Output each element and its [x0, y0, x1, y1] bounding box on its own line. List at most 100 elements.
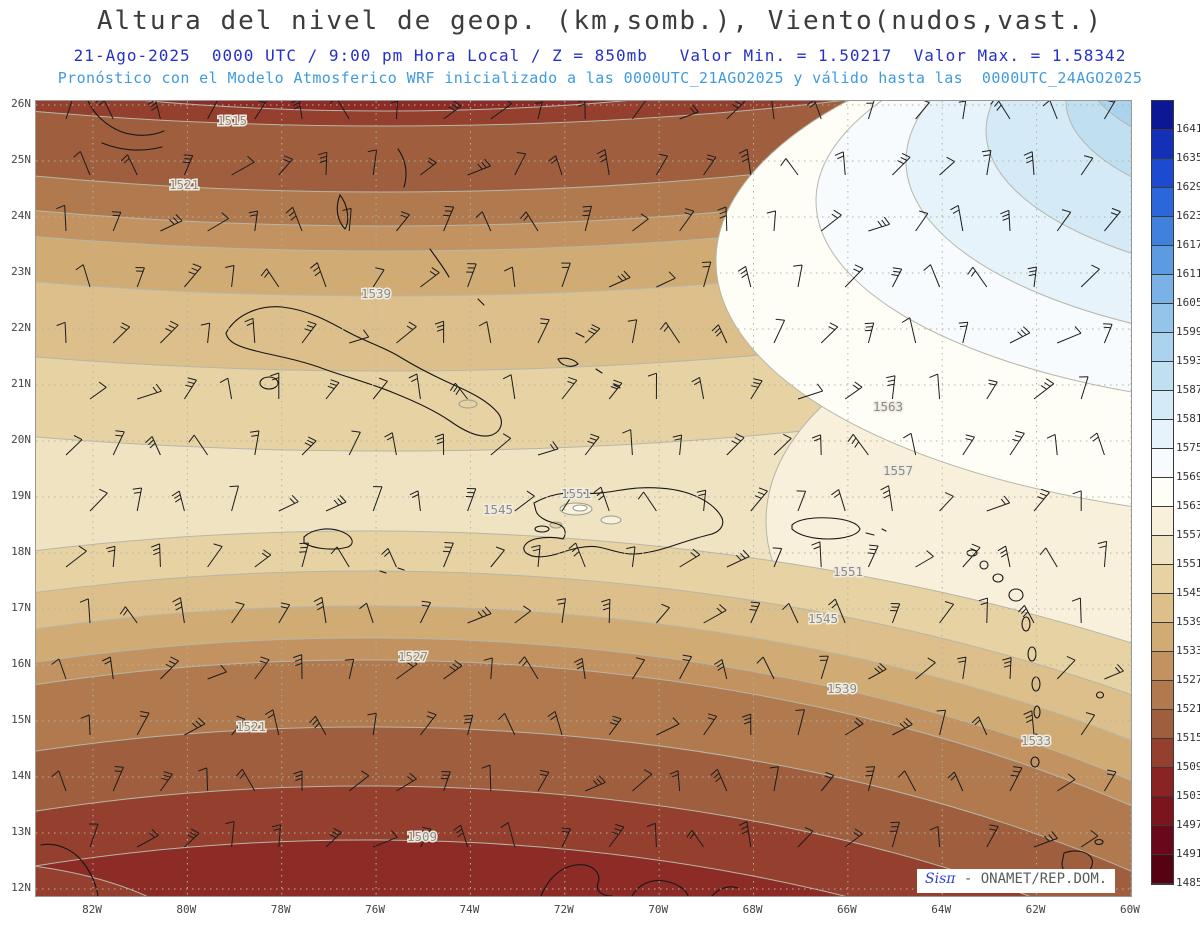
lon-tick-label: 70W [648, 903, 669, 916]
central-america-coastline [40, 843, 99, 897]
lon-tick-label: 62W [1025, 903, 1046, 916]
colorbar-cell-1557 [1152, 507, 1173, 536]
lat-tick-label: 12N [11, 881, 31, 894]
colorbar-label: 1635 [1176, 151, 1200, 164]
gonave-island [534, 525, 550, 533]
colorbar-label: 1497 [1176, 818, 1200, 831]
colorbar-cell-1629 [1152, 159, 1173, 188]
colorbar-cell-1491 [1152, 826, 1173, 855]
colorbar-cell-1575 [1152, 420, 1173, 449]
lat-tick-label: 26N [11, 97, 31, 110]
lon-tick-label: 72W [553, 903, 574, 916]
lat-tick-label: 20N [11, 433, 31, 446]
bahamas-coastline [336, 148, 621, 389]
colorbar-label: 1593 [1176, 354, 1200, 367]
lon-tick-label: 80W [176, 903, 197, 916]
subtitle-validtime: 21-Ago-2025 0000 UTC / 9:00 pm Hora Loca… [73, 46, 1127, 65]
lon-tick-label: 60W [1120, 903, 1140, 916]
colorbar-cell-1581 [1152, 391, 1173, 420]
colorbar-label: 1599 [1176, 325, 1200, 338]
colorbar-cell-1503 [1152, 768, 1173, 797]
subtitle-model-info: Pronóstico con el Modelo Atmosferico WRF… [57, 69, 1143, 87]
florida-coastline [87, 100, 165, 151]
colorbar-cell-1605 [1152, 275, 1173, 304]
colorbar-cell-1509 [1152, 739, 1173, 768]
lat-tick-label: 17N [11, 601, 31, 614]
colorbar-cell-1539 [1152, 594, 1173, 623]
colorbar-label: 1617 [1176, 238, 1200, 251]
watermark-brand: Sisπ [925, 871, 956, 887]
colorbar-label: 1623 [1176, 209, 1200, 222]
lat-tick-label: 19N [11, 489, 31, 502]
contour-label: 1551 [833, 564, 863, 579]
lat-tick-label: 15N [11, 713, 31, 726]
contour-label: 1533 [1021, 733, 1051, 748]
hispaniola-coastline [523, 487, 724, 558]
colorbar-cell-1635 [1152, 130, 1173, 159]
watermark: Sisπ - ONAMET/REP.DOM. [917, 869, 1116, 893]
lon-tick-label: 64W [931, 903, 952, 916]
colorbar-cell-1641 [1152, 101, 1173, 130]
colorbar-label: 1485 [1176, 876, 1200, 889]
colorbar-cell-1497 [1152, 797, 1173, 826]
lat-tick-label: 23N [11, 265, 31, 278]
colorbar-cell-1485 [1152, 855, 1173, 884]
lon-tick-label: 74W [459, 903, 480, 916]
contour-label: 1563 [873, 399, 903, 414]
colorbar-label: 1575 [1176, 441, 1200, 454]
contour-label: 1545 [808, 611, 838, 626]
colorbar-label: 1539 [1176, 615, 1200, 628]
lat-tick-label: 24N [11, 209, 31, 222]
colorbar-cell-1545 [1152, 565, 1173, 594]
colorbar-label: 1545 [1176, 586, 1200, 599]
vieques-culebra [865, 528, 887, 536]
lon-tick-label: 78W [270, 903, 291, 916]
lesser-antilles [966, 549, 1105, 768]
colorbar-cell-1599 [1152, 304, 1173, 333]
tobago-island [1094, 838, 1104, 846]
cuba-coastline [225, 306, 502, 437]
colorbar-cell-1533 [1152, 623, 1173, 652]
page-title: Altura del nivel de geop. (km,somb.), Vi… [96, 6, 1104, 36]
colorbar [1151, 100, 1174, 885]
puerto-rico-coastline [791, 517, 861, 540]
contour-label: 1515 [217, 113, 247, 128]
colorbar-label: 1533 [1176, 644, 1200, 657]
colorbar-cell-1521 [1152, 681, 1173, 710]
jamaica-coastline [303, 528, 353, 550]
colorbar-label: 1629 [1176, 180, 1200, 193]
colorbar-label: 1563 [1176, 499, 1200, 512]
lon-tick-label: 66W [836, 903, 857, 916]
lat-tick-label: 13N [11, 825, 31, 838]
colorbar-label: 1557 [1176, 528, 1200, 541]
watermark-text: - ONAMET/REP.DOM. [955, 871, 1108, 887]
lon-tick-label: 82W [82, 903, 102, 916]
colorbar-label: 1587 [1176, 383, 1200, 396]
lat-tick-label: 16N [11, 657, 31, 670]
colorbar-cell-1587 [1152, 362, 1173, 391]
colorbar-label: 1521 [1176, 702, 1200, 715]
contour-label: 1539 [827, 681, 857, 696]
contour-labels: 1515 1521 1539 1563 1557 1551 1545 1551 1545 1527… [167, 112, 1052, 846]
colorbar-cell-1515 [1152, 710, 1173, 739]
colorbar-label: 1551 [1176, 557, 1200, 570]
grid-lines [36, 101, 1132, 896]
colorbar-label: 1569 [1176, 470, 1200, 483]
colorbar-cell-1611 [1152, 246, 1173, 275]
contour-label: 1509 [407, 829, 437, 844]
lat-tick-label: 25N [11, 153, 31, 166]
lat-tick-label: 21N [11, 377, 31, 390]
lat-tick-label: 18N [11, 545, 31, 558]
lon-tick-label: 76W [365, 903, 386, 916]
contour-label: 1521 [236, 719, 266, 734]
colorbar-label: 1641 [1176, 122, 1200, 135]
colorbar-label: 1509 [1176, 760, 1200, 773]
south-america-coastline [540, 864, 739, 897]
colorbar-cell-1563 [1152, 478, 1173, 507]
colorbar-cell-1527 [1152, 652, 1173, 681]
lat-tick-label: 22N [11, 321, 31, 334]
colorbar-label: 1611 [1176, 267, 1200, 280]
